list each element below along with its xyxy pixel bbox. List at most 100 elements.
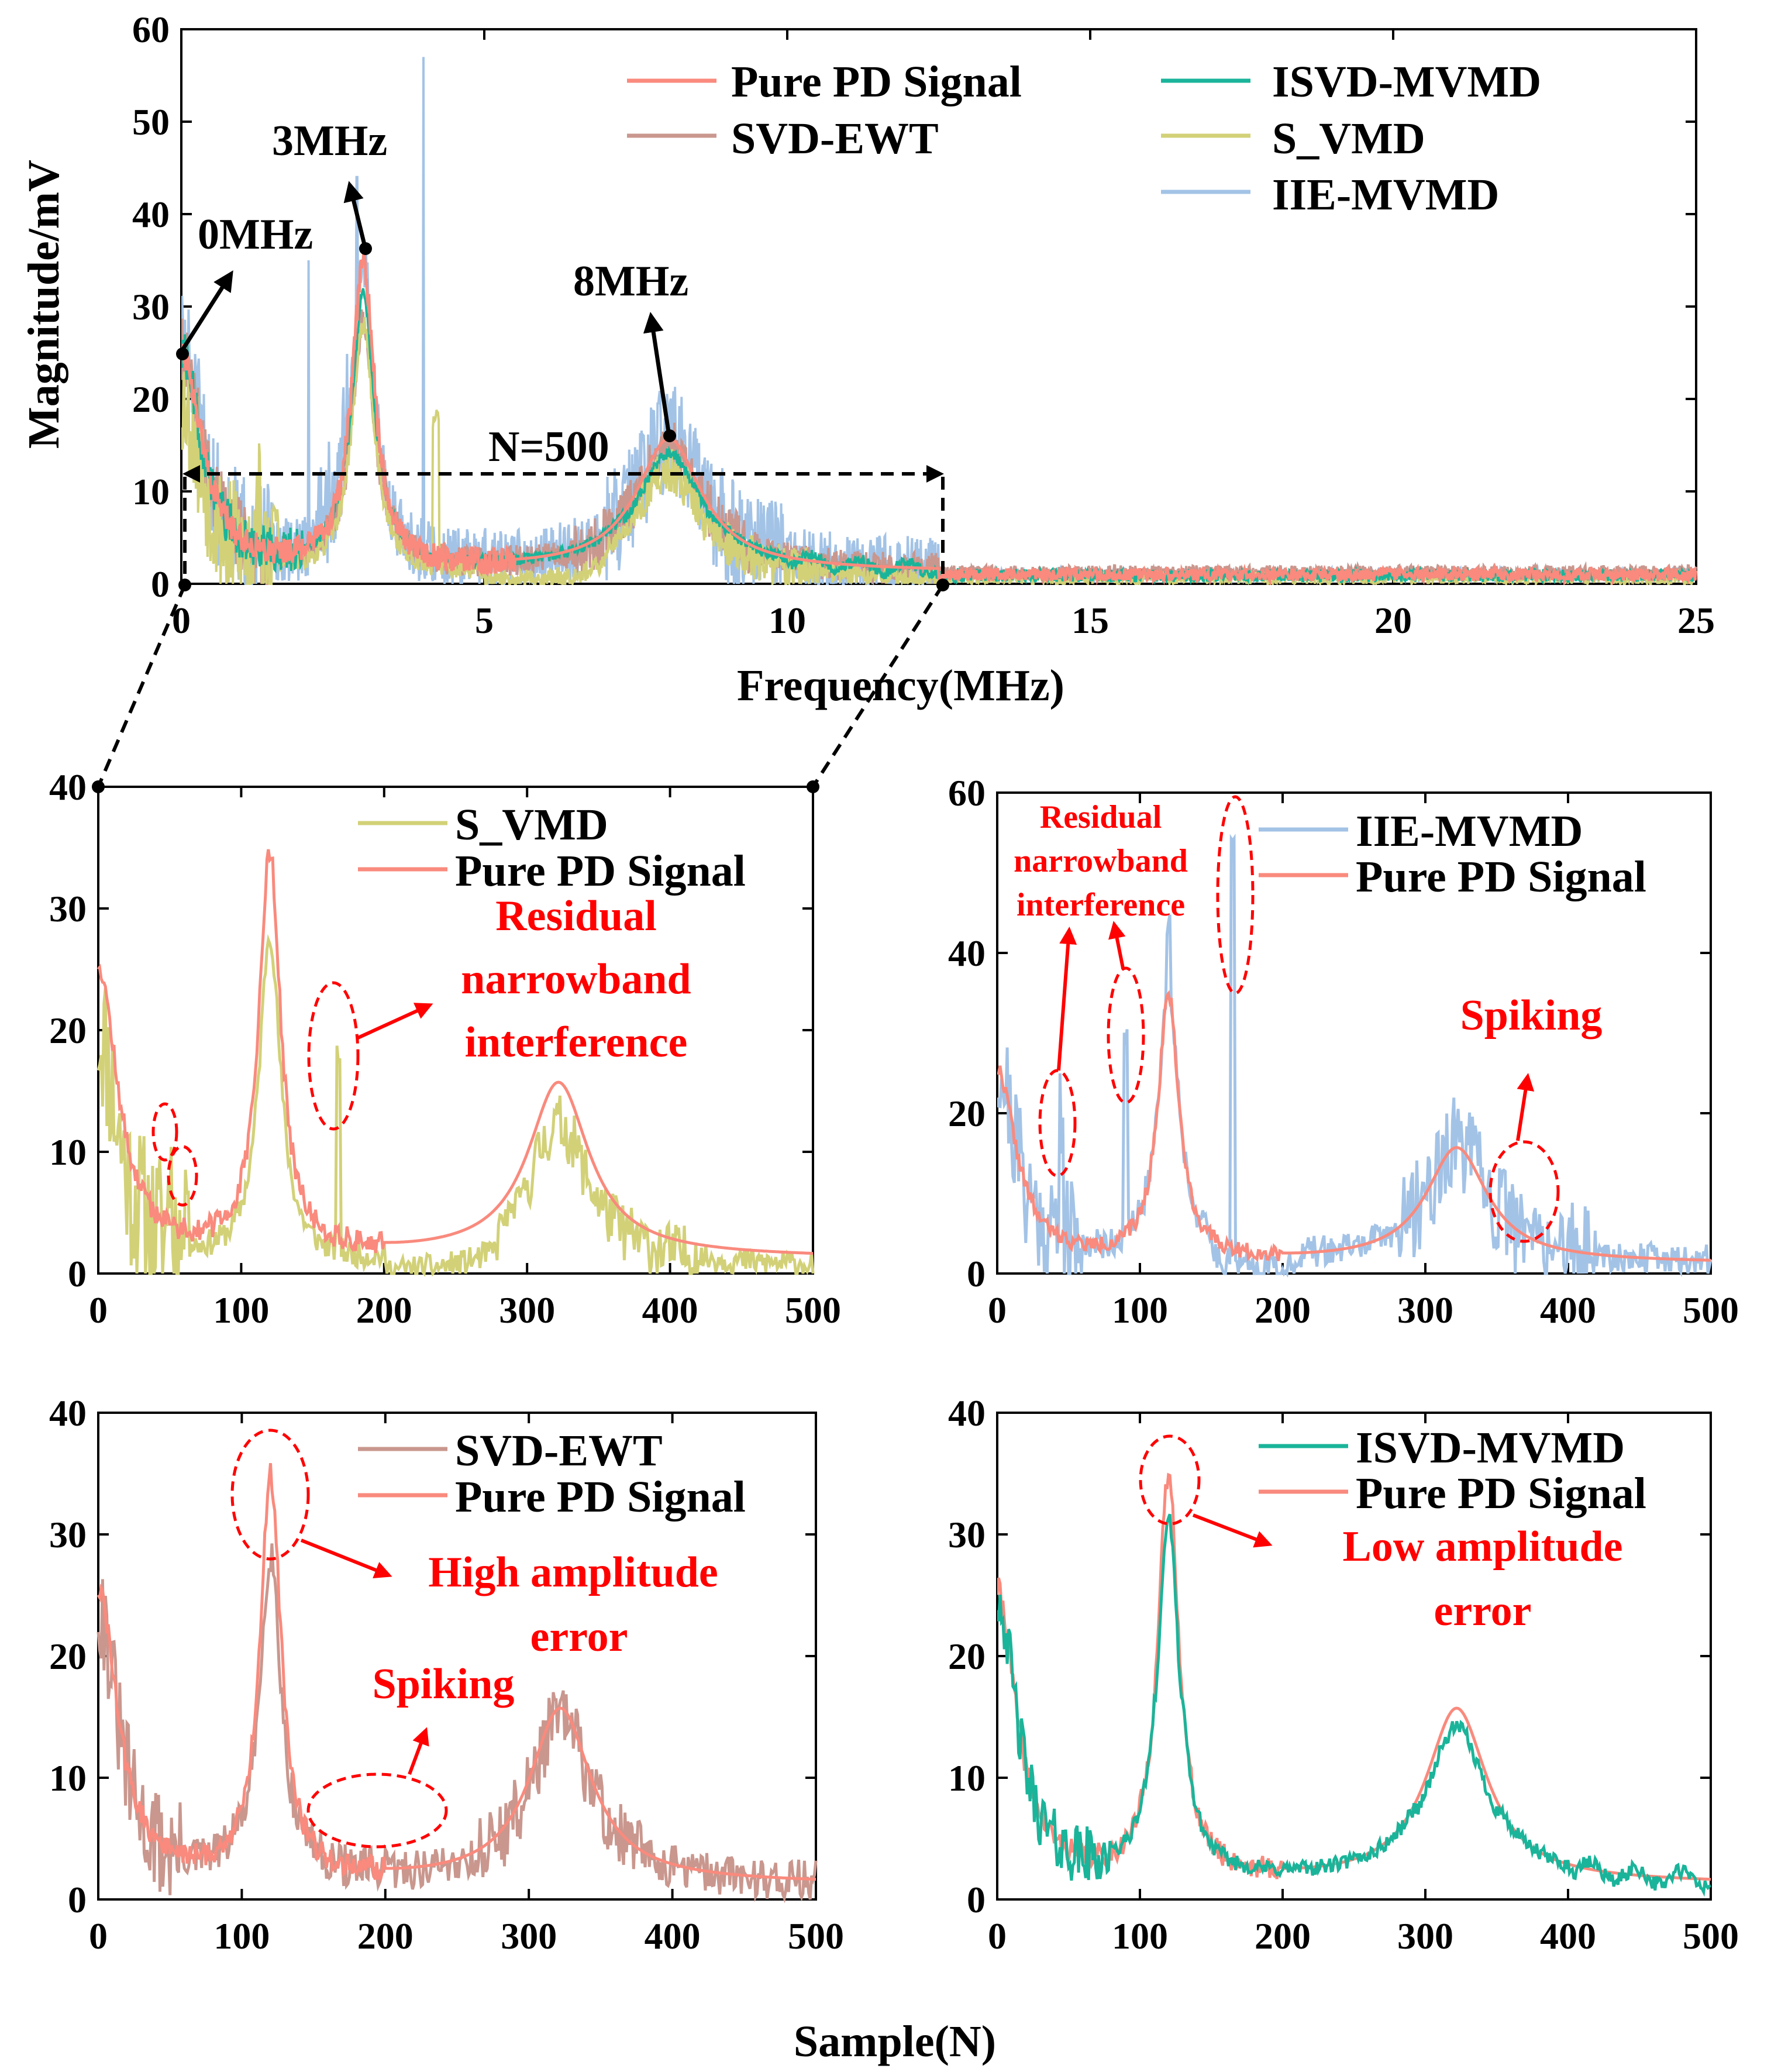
iie-ellipse-1 bbox=[1038, 1069, 1077, 1178]
svd_ewt-xtick-label: 500 bbox=[788, 1915, 844, 1957]
svd-arrow-peak bbox=[300, 1538, 392, 1579]
svd-annotation-high-2: error bbox=[530, 1613, 628, 1661]
svd_ewt-ytick-label: 20 bbox=[49, 1636, 87, 1677]
main-ytick-label: 50 bbox=[132, 101, 170, 143]
isvd-arrow-peak bbox=[1192, 1513, 1273, 1548]
main-ytick-label: 0 bbox=[151, 563, 170, 605]
main-legend: Pure PD Signal SVD-EWT ISVD-MVMD S_VMD I… bbox=[627, 57, 1541, 219]
main-xtick-label: 5 bbox=[475, 600, 494, 641]
legend-label-pure: Pure PD Signal bbox=[1356, 852, 1646, 901]
panel-isvd-mvmd-series-isvd-mvmd bbox=[997, 1513, 1711, 1897]
svd_ewt-xtick-label: 0 bbox=[89, 1915, 108, 1957]
panel-iie-mvmd-legend: IIE-MVMD Pure PD Signal bbox=[1259, 807, 1646, 901]
panel-iie-mvmd-series bbox=[997, 834, 1713, 1278]
s-vmd-annotation-line-3: interference bbox=[465, 1018, 688, 1066]
iie-annotation-line-1: Residual bbox=[1040, 799, 1162, 835]
iie-ellipse-3 bbox=[1216, 795, 1255, 995]
legend-label-pure: Pure PD Signal bbox=[455, 1472, 746, 1522]
s_vmd-xtick-label: 200 bbox=[356, 1289, 412, 1331]
legend-label-isvd-mvmd: ISVD-MVMD bbox=[1272, 57, 1541, 106]
svd-annotation-spiking: Spiking bbox=[373, 1660, 515, 1708]
isvd_mvmd-xtick-label: 500 bbox=[1683, 1915, 1739, 1957]
main-ytick-label: 30 bbox=[132, 286, 170, 328]
legend-label-svd-ewt: SVD-EWT bbox=[731, 114, 939, 163]
main-xtick-label: 20 bbox=[1374, 600, 1412, 641]
svd_ewt-xtick-label: 300 bbox=[501, 1915, 557, 1957]
main-xtick-label: 15 bbox=[1071, 600, 1109, 641]
svd_ewt-xtick-label: 400 bbox=[645, 1915, 701, 1957]
zoom-label: N=500 bbox=[488, 423, 609, 471]
iie_mvmd-xtick-label: 100 bbox=[1112, 1289, 1168, 1331]
isvd_mvmd-ytick-label: 30 bbox=[948, 1514, 986, 1555]
panel-isvd-mvmd-ticks: 0 100 200 300 400 500 0 10 20 30 40 bbox=[948, 1392, 1739, 1957]
peak-0mhz-label: 0MHz bbox=[198, 211, 313, 259]
panel-s-vmd: 0 100 200 300 400 500 0 10 20 30 40 S_VMD Pure PD … bbox=[49, 766, 841, 1331]
panel-iie-mvmd-series-pure-pd bbox=[997, 990, 1711, 1262]
panel-svd-ewt: 0 100 200 300 400 500 0 10 20 30 40 SVD-EWT Pure P… bbox=[49, 1392, 844, 1957]
isvd_mvmd-xtick-label: 200 bbox=[1255, 1915, 1311, 1957]
panel-iie-mvmd-axes-box bbox=[996, 791, 1712, 1275]
s-vmd-ellipse-1 bbox=[151, 1102, 178, 1162]
zoom-region: N=500 bbox=[92, 423, 949, 793]
panel-iie-mvmd-ticks: 0 100 200 300 400 500 0 20 40 60 bbox=[948, 772, 1739, 1331]
isvd-annotation-line-2: error bbox=[1434, 1587, 1531, 1635]
isvd_mvmd-xtick-label: 0 bbox=[988, 1915, 1007, 1957]
main-axes-box bbox=[180, 28, 1697, 585]
panel-svd-ewt-series-svd-ewt bbox=[97, 1543, 818, 1904]
iie-annotation-line-3: interference bbox=[1017, 887, 1185, 923]
legend-label-iie-mvmd: IIE-MVMD bbox=[1356, 807, 1583, 856]
s-vmd-ellipse-2 bbox=[167, 1145, 198, 1207]
peak-0mhz-arrow bbox=[181, 270, 233, 351]
s_vmd-ytick-label: 30 bbox=[49, 888, 87, 930]
s_vmd-ytick-label: 40 bbox=[49, 766, 87, 808]
s_vmd-ytick-label: 20 bbox=[49, 1010, 87, 1051]
svd-arrow-spiking bbox=[408, 1727, 429, 1775]
iie_mvmd-xtick-label: 200 bbox=[1255, 1289, 1311, 1331]
main-ytick-label: 20 bbox=[132, 378, 170, 420]
panel-iie-mvmd: 0 100 200 300 400 500 0 20 40 60 IIE-MVMD Pure PD… bbox=[948, 772, 1739, 1331]
peak-3mhz-arrow bbox=[343, 181, 367, 245]
main-series-pure-pd bbox=[181, 250, 1698, 585]
panel-s-vmd-ticks: 0 100 200 300 400 500 0 10 20 30 40 bbox=[49, 766, 841, 1331]
peak-8mhz-arrow bbox=[643, 312, 671, 432]
s_vmd-ytick-label: 0 bbox=[68, 1253, 87, 1295]
s_vmd-xtick-label: 300 bbox=[499, 1289, 555, 1331]
s_vmd-xtick-label: 100 bbox=[213, 1289, 269, 1331]
iie-arrow-spiking bbox=[1516, 1073, 1535, 1141]
panel-isvd-mvmd-annotations: Low amplitude error bbox=[1139, 1434, 1623, 1635]
main-xtick-label: 25 bbox=[1677, 600, 1715, 641]
svd-ellipse-spiking bbox=[306, 1772, 448, 1849]
isvd_mvmd-ytick-label: 40 bbox=[948, 1392, 986, 1434]
main-series-iie-mvmd bbox=[181, 57, 1697, 585]
legend-label-isvd-mvmd: ISVD-MVMD bbox=[1356, 1423, 1625, 1472]
panel-s-vmd-series-pure-pd bbox=[97, 849, 814, 1255]
isvd-ellipse-peak bbox=[1139, 1434, 1201, 1526]
panel-isvd-mvmd: 0 100 200 300 400 500 0 10 20 30 40 ISVD-MVMD Pure… bbox=[948, 1392, 1739, 1957]
iie_mvmd-xtick-label: 400 bbox=[1540, 1289, 1596, 1331]
svd-annotation-high-1: High amplitude bbox=[428, 1548, 718, 1596]
legend-label-pure: Pure PD Signal bbox=[731, 57, 1022, 106]
svd_ewt-xtick-label: 100 bbox=[213, 1915, 270, 1957]
iie_mvmd-xtick-label: 300 bbox=[1397, 1289, 1453, 1331]
s-vmd-annotation-line-2: narrowband bbox=[461, 955, 691, 1003]
panel-svd-ewt-ticks: 0 100 200 300 400 500 0 10 20 30 40 bbox=[49, 1392, 844, 1957]
iie-ellipse-4 bbox=[1489, 1140, 1560, 1243]
isvd_mvmd-ytick-label: 0 bbox=[967, 1879, 986, 1920]
main-ytick-label: 60 bbox=[132, 9, 170, 50]
legend-label-s-vmd: S_VMD bbox=[455, 800, 608, 849]
iie-annotation-line-2: narrowband bbox=[1014, 843, 1188, 879]
panel-isvd-mvmd-series bbox=[997, 1472, 1711, 1897]
s_vmd-xtick-label: 400 bbox=[642, 1289, 698, 1331]
s-vmd-annotation-line-1: Residual bbox=[495, 892, 657, 940]
panel-s-vmd-series-s-vmd bbox=[97, 934, 815, 1277]
iie-arrow-2 bbox=[1108, 921, 1126, 969]
panel-s-vmd-annotations: Residual narrowband interference bbox=[151, 892, 691, 1207]
isvd_mvmd-xtick-label: 400 bbox=[1540, 1915, 1596, 1957]
svd-ellipse-peak bbox=[230, 1429, 310, 1561]
panel-iie-mvmd-annotations: Residual narrowband interference Spiking bbox=[1014, 795, 1602, 1243]
svd_ewt-ytick-label: 0 bbox=[68, 1879, 87, 1920]
